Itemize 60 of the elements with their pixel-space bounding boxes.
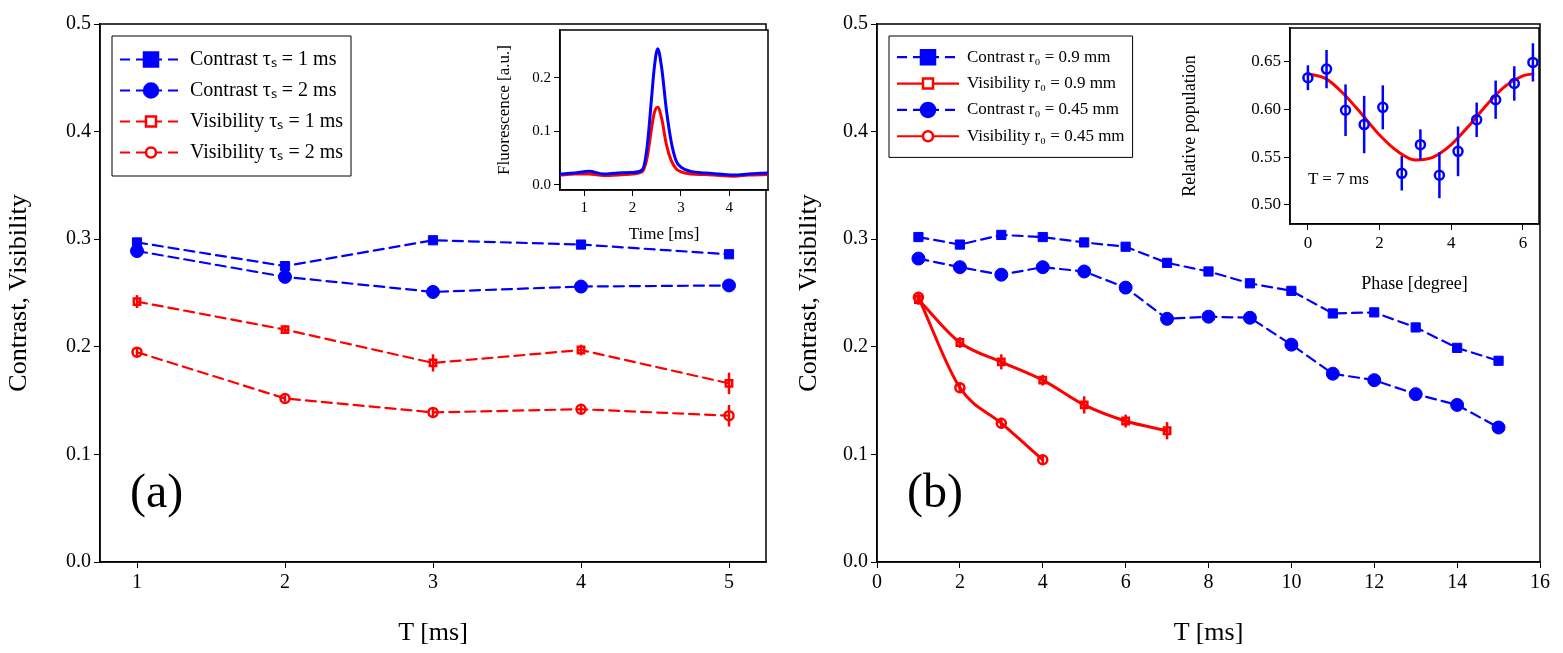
annotation: (a) (130, 464, 184, 518)
x-tick-label: 10 (1281, 570, 1302, 593)
x-tick-label: 12 (1364, 570, 1385, 593)
y-tick-label: 0.2 (66, 334, 91, 357)
x-tick-label: 1 (132, 570, 142, 593)
x-axis-title: T [ms] (1173, 617, 1244, 647)
x-tick-label: 2 (280, 570, 290, 593)
y-tick-label: 0.55 (1251, 146, 1281, 166)
y-tick-label: 0.2 (532, 68, 551, 85)
y-tick-label: 0.4 (843, 118, 868, 141)
legend-label: Visibility r₀ = 0.45 mm (967, 125, 1125, 145)
y-tick-label: 0.5 (66, 11, 91, 34)
x-tick-label: 0 (1303, 232, 1313, 252)
x-tick-label: 8 (1203, 570, 1214, 593)
y-tick-label: 0.4 (66, 118, 91, 141)
annotation: (b) (907, 464, 963, 518)
x-tick-label: 3 (428, 570, 438, 593)
y-tick-label: 0.65 (1251, 50, 1281, 70)
y-tick-label: 0.1 (66, 441, 91, 464)
y-tick-label: 0.0 (532, 175, 551, 192)
legend-label: Visibility τₛ = 1 ms (190, 108, 344, 132)
x-tick-label: 4 (725, 198, 734, 215)
legend-label: Contrast r₀ = 0.9 mm (967, 46, 1111, 66)
x-tick-label: 6 (1120, 570, 1131, 593)
y-tick-label: 0.50 (1251, 194, 1281, 214)
x-tick-label: 6 (1518, 232, 1528, 252)
x-axis-title: Phase [degree] (1361, 272, 1468, 293)
legend-label: Visibility r₀ = 0.9 mm (967, 72, 1117, 92)
x-axis-title: T [ms] (398, 617, 468, 647)
legend-label: Contrast r₀ = 0.45 mm (967, 99, 1119, 119)
legend-label: Contrast τₛ = 2 ms (190, 77, 337, 100)
y-tick-label: 0.3 (66, 226, 91, 249)
x-tick-label: 2 (628, 198, 637, 215)
y-axis-title: Relative population (1178, 55, 1199, 197)
y-axis-title: Fluorescence [a.u.] (493, 45, 513, 175)
x-tick-label: 5 (724, 570, 734, 593)
y-tick-label: 0.60 (1251, 98, 1281, 118)
x-tick-label: 4 (576, 570, 586, 593)
x-tick-label: 4 (1037, 570, 1048, 593)
y-tick-label: 0.5 (843, 11, 868, 34)
y-tick-label: 0.0 (66, 549, 91, 572)
y-tick-label: 0.3 (843, 226, 868, 249)
x-tick-label: 2 (1375, 232, 1384, 252)
y-tick-label: 0.1 (843, 441, 868, 464)
legend-label: Contrast τₛ = 1 ms (190, 46, 337, 69)
legend-label: Visibility τₛ = 2 ms (190, 139, 344, 163)
x-tick-label: 2 (954, 570, 965, 593)
annotation: T = 7 ms (1308, 169, 1369, 188)
x-tick-label: 4 (1446, 232, 1456, 252)
x-tick-label: 0 (872, 570, 882, 593)
x-tick-label: 14 (1447, 570, 1468, 593)
y-axis-title: Contrast, Visibility (793, 194, 823, 392)
y-axis-title: Contrast, Visibility (3, 194, 33, 392)
y-tick-label: 0.1 (532, 122, 551, 139)
y-tick-label: 0.0 (843, 549, 868, 572)
x-tick-label: 16 (1530, 570, 1550, 593)
x-axis-title: Time [ms] (628, 224, 700, 244)
y-tick-label: 0.2 (843, 334, 868, 357)
x-tick-label: 1 (580, 198, 588, 215)
x-tick-label: 3 (677, 198, 685, 215)
